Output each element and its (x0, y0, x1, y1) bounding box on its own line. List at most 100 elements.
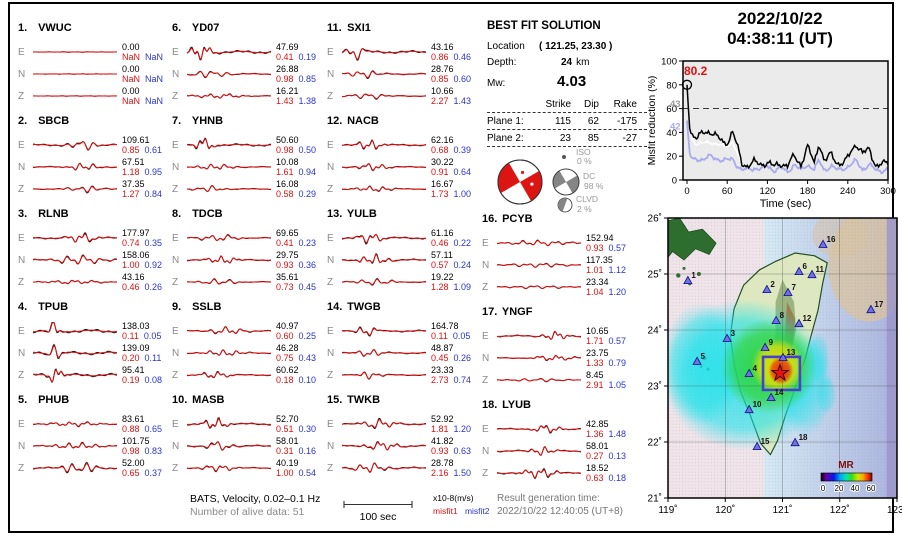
misfit1-value: 0.27 (586, 451, 604, 461)
amplitude-value: 83.61 (122, 413, 145, 424)
station-id-label: 8 (780, 311, 785, 320)
misfit-values: 0.74 0.35 (122, 238, 162, 248)
synthetic-trace (187, 71, 271, 78)
trace-values: 152.94 0.93 0.57 (586, 233, 626, 254)
trace-values: 43.16 0.86 0.46 (431, 42, 471, 63)
amplitude-value: 30.22 (431, 156, 454, 167)
waveform-plot (342, 93, 426, 100)
component-label: Z (18, 276, 25, 288)
lat-tick-label: 23˚ (648, 381, 662, 393)
depth-unit: km (576, 57, 590, 68)
station-id-label: 6 (802, 262, 807, 271)
misfit-values: 0.20 0.11 (122, 353, 161, 363)
station-header: 1. VWUC (18, 22, 172, 37)
trace-row: Z 43.16 0.46 0.26 (18, 271, 172, 293)
trace-row: E 83.61 0.88 0.65 (18, 413, 172, 435)
trace-values: 42.85 1.36 1.48 (586, 419, 626, 440)
misfit1-value: 0.73 (276, 282, 294, 292)
misfit2-value: 0.37 (144, 468, 163, 478)
synthetic-trace (187, 163, 271, 170)
plane1-strike: 115 (555, 116, 571, 127)
station-name: LYUB (502, 399, 531, 411)
misfit-values: 0.75 0.43 (276, 353, 316, 363)
waveform-plot (342, 233, 426, 245)
plane2-label: Plane 2: (487, 133, 524, 144)
station-number: 15. (327, 394, 343, 406)
waveform-plot (342, 48, 426, 61)
trace-values: 83.61 0.88 0.65 (122, 414, 162, 435)
misfit-values: 0.91 0.64 (431, 167, 471, 177)
trace-values: 52.92 1.81 1.20 (431, 414, 471, 435)
synthetic-trace (187, 47, 271, 60)
trace-row: E 52.70 0.51 0.30 (172, 413, 326, 435)
misfit2-value: 1.38 (298, 96, 317, 106)
station-id-label: 18 (799, 433, 808, 442)
synthetic-trace (33, 462, 117, 473)
trace-row: E 40.97 0.60 0.25 (172, 320, 326, 342)
component-label: E (172, 325, 179, 337)
waveform-plot (342, 185, 426, 192)
trace-row: N 28.76 0.85 0.60 (327, 63, 481, 85)
station-column-4: 16. PCYB E 152.94 0.93 0.57 N 117.35 1.01… (482, 213, 636, 492)
synthetic-trace (187, 441, 271, 451)
station-triangle (692, 356, 702, 365)
misfit1-value: 2.16 (431, 468, 449, 478)
misfit-values: 1.18 0.95 (122, 167, 162, 177)
lat-tick-label: 22˚ (648, 437, 662, 449)
x-tick-label: 60 (722, 186, 733, 197)
misfit1-value: 0.31 (276, 446, 294, 456)
amplitude-value: 10.66 (431, 85, 454, 96)
misfit2-value: 0.29 (298, 189, 317, 199)
station-header: 10. MASB (172, 394, 326, 409)
dip-header: Dip (583, 99, 599, 110)
beachball-quadrant (498, 162, 520, 193)
component-label: Z (172, 462, 179, 474)
lon-tick-label: 123˚ (887, 504, 902, 516)
amplitude-value: 23.34 (586, 276, 609, 287)
station-id-label: 10 (753, 400, 762, 409)
misfit1-value: NaN (122, 52, 141, 62)
station-panel: 7. YHNB E 50.60 0.98 0.50 N 10.08 1.61 0.9… (172, 115, 326, 200)
misfit-values: NaN NaN (122, 74, 163, 84)
synthetic-trace (33, 442, 117, 449)
station-header: 9. SSLB (172, 301, 326, 316)
synthetic-trace (342, 371, 426, 380)
waveform-plot (33, 95, 117, 97)
waveform-plot (342, 326, 426, 337)
decomposition-pct: 0 % (577, 156, 592, 166)
amplitude-value: 46.28 (276, 342, 299, 353)
synthetic-trace (187, 418, 271, 429)
misfit2-value: 0.36 (298, 260, 317, 270)
misfit2-value: 0.46 (453, 52, 472, 62)
component-label: E (18, 232, 25, 244)
station-header: 2. SBCB (18, 115, 172, 130)
amplitude-value: 60.62 (276, 364, 299, 375)
station-header: 5. PHUB (18, 394, 172, 409)
component-label: N (18, 161, 26, 173)
station-panel: 6. YD07 E 47.69 0.41 0.19 N 26.88 0.98 0.8… (172, 22, 326, 107)
misfit2-value: 0.45 (298, 282, 317, 292)
misfit1-value: 0.65 (122, 468, 140, 478)
station-name: YD07 (191, 22, 220, 34)
misfit-values: 0.46 0.22 (431, 238, 471, 248)
station-triangle (790, 437, 800, 447)
component-label: Z (482, 467, 489, 479)
component-label: Z (327, 276, 334, 288)
misfit-values: 1.43 1.38 (276, 96, 316, 106)
misfit-values: 0.60 0.25 (276, 331, 316, 341)
station-id-label: 15 (761, 437, 770, 446)
observed-trace (33, 321, 117, 334)
station-header: 11. SXI1 (327, 22, 481, 37)
colorbar-tick: 40 (851, 484, 860, 493)
amplitude-value: 26.88 (276, 63, 299, 74)
mw-label: Mw: (487, 78, 506, 89)
waveform-plot (187, 441, 271, 451)
trace-values: 16.21 1.43 1.38 (276, 86, 316, 107)
trace-row: N 48.87 0.45 0.26 (327, 342, 481, 364)
y-tick-label: 40 (666, 128, 677, 139)
misfit1-value: 0.86 (431, 52, 449, 62)
misfit2-value: 0.74 (453, 375, 472, 385)
component-label: E (327, 232, 334, 244)
misfit1-value: 1.43 (276, 96, 294, 106)
nodal-plane-header-row: Strike Dip Rake (487, 96, 647, 113)
